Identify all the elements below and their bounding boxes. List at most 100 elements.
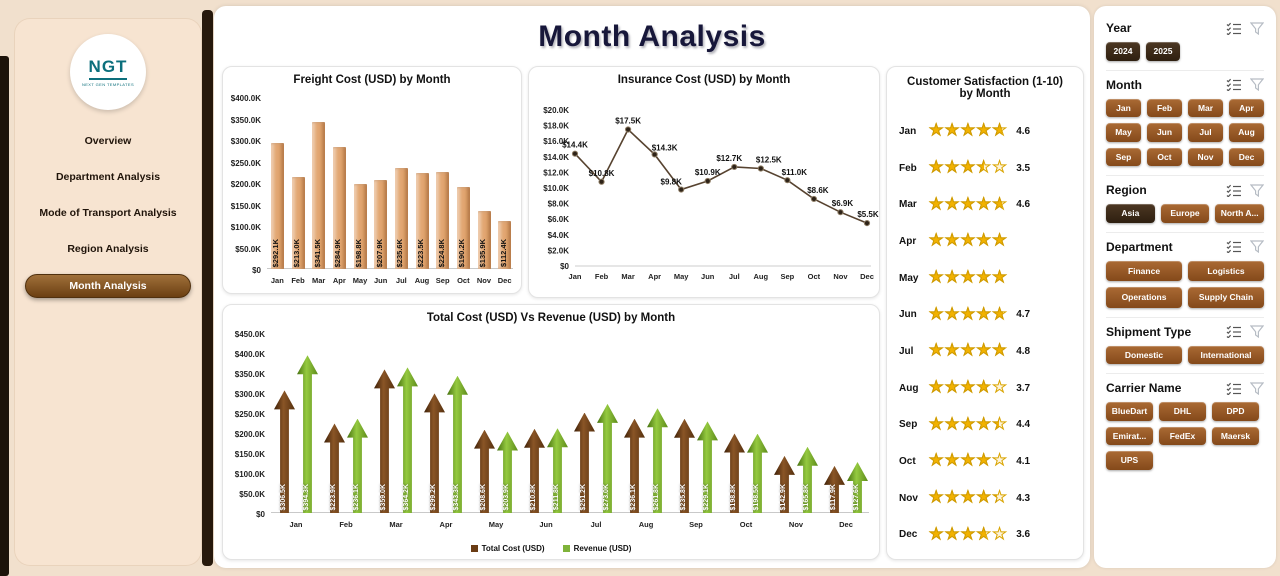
freight-bar-sep[interactable]: [436, 172, 450, 269]
filter-button-north-a[interactable]: North A...: [1215, 204, 1265, 223]
sidebar-item-mode-of-transport-analysis[interactable]: Mode of Transport Analysis: [39, 207, 177, 219]
filter-button-feb[interactable]: Feb: [1147, 98, 1182, 117]
filter-button-apr[interactable]: Apr: [1229, 98, 1264, 117]
filter-button-emirat[interactable]: Emirat...: [1106, 426, 1153, 445]
window-edge: [0, 56, 9, 576]
filter-button-2025[interactable]: 2025: [1146, 42, 1180, 61]
month-label: Nov: [899, 492, 918, 504]
checklist-icon[interactable]: [1226, 325, 1242, 338]
x-axis-label: Jun: [373, 275, 388, 285]
filter-funnel-icon[interactable]: [1250, 240, 1264, 253]
filter-button-finance[interactable]: Finance: [1106, 260, 1182, 281]
insurance-point-dec[interactable]: [863, 220, 871, 227]
freight-bar-jul[interactable]: [394, 167, 408, 269]
filter-button-dec[interactable]: Dec: [1229, 147, 1264, 166]
bar-value-label: $343.3K: [453, 483, 460, 510]
checklist-icon[interactable]: [1226, 382, 1242, 395]
insurance-point-jul[interactable]: [731, 163, 738, 171]
bar-value-label: $261.8K: [653, 483, 660, 510]
filter-funnel-icon[interactable]: [1250, 325, 1264, 338]
sidebar-nav: Overview Department Analysis Mode of Trans…: [14, 130, 202, 298]
insurance-point-mar[interactable]: [624, 126, 632, 133]
filter-button-europe[interactable]: Europe: [1160, 204, 1210, 223]
bar-value-label: $223.9K: [330, 483, 337, 510]
checklist-icon[interactable]: [1226, 240, 1242, 253]
x-axis-label: Nov: [788, 519, 804, 529]
filter-section-header: Month: [1106, 78, 1264, 92]
freight-bar-may[interactable]: [353, 183, 367, 269]
filter-button-2024[interactable]: 2024: [1106, 42, 1140, 61]
filter-button-domestic[interactable]: Domestic: [1106, 345, 1182, 364]
filter-funnel-icon[interactable]: [1250, 381, 1264, 395]
filter-button-jan[interactable]: Jan: [1106, 98, 1141, 117]
filter-button-supply-chain[interactable]: Supply Chain: [1188, 287, 1264, 308]
stars-empty: ★★★★★: [928, 122, 1009, 140]
filter-button-jun[interactable]: Jun: [1147, 123, 1182, 142]
freight-bar-jan[interactable]: [270, 143, 284, 269]
month-label: May: [899, 272, 919, 284]
rating-value: 3.7: [1016, 382, 1031, 394]
filter-button-nov[interactable]: Nov: [1188, 147, 1223, 166]
filter-button-maersk[interactable]: Maersk: [1212, 426, 1259, 445]
insurance-point-apr[interactable]: [651, 151, 658, 158]
rating-value: 4.1: [1016, 455, 1031, 467]
point-value-label: $8.6K: [807, 186, 829, 195]
filter-button-sep[interactable]: Sep: [1106, 147, 1141, 166]
filter-button-oct[interactable]: Oct: [1147, 147, 1182, 166]
x-axis-label: Mar: [311, 275, 326, 285]
freight-bar-feb[interactable]: [291, 177, 305, 269]
freight-bar-aug[interactable]: [415, 172, 429, 269]
filter-button-fedex[interactable]: FedEx: [1159, 426, 1206, 445]
freight-bar-oct[interactable]: [456, 187, 470, 269]
insurance-point-jun[interactable]: [704, 177, 711, 185]
filter-button-bluedart[interactable]: BlueDart: [1106, 402, 1153, 421]
sidebar-item-region-analysis[interactable]: Region Analysis: [67, 243, 149, 255]
freight-bar-jun[interactable]: [374, 179, 388, 269]
filter-button-dhl[interactable]: DHL: [1159, 402, 1206, 421]
freight-bar-dec[interactable]: [498, 220, 512, 269]
insurance-point-jan[interactable]: [571, 150, 579, 157]
point-value-label: $9.8K: [661, 178, 683, 187]
bar-value-label: $223.5K: [416, 238, 425, 267]
star-rating: ★★★★★★★★★★: [928, 122, 1009, 140]
bar-value-label: $112.4K: [498, 239, 508, 267]
bar-value-label: $292.1K: [271, 238, 281, 267]
filter-funnel-icon[interactable]: [1250, 78, 1264, 91]
stars-fill: ★★★★★: [929, 416, 999, 433]
sidebar-item-month-analysis[interactable]: Month Analysis: [25, 274, 191, 298]
filter-button-ups[interactable]: UPS: [1106, 451, 1153, 470]
star-rating: ★★★★★★★★★★: [928, 342, 1008, 359]
y-axis-label: $300.0K: [230, 137, 261, 146]
bar-value-label: $359.0K: [380, 483, 387, 510]
insurance-point-feb[interactable]: [598, 178, 605, 185]
sidebar-item-overview[interactable]: Overview: [84, 135, 132, 147]
checklist-icon[interactable]: [1226, 22, 1242, 35]
filter-button-dpd[interactable]: DPD: [1212, 402, 1259, 421]
filter-button-mar[interactable]: Mar: [1188, 98, 1223, 117]
month-label: Aug: [899, 382, 919, 394]
filter-button-logistics[interactable]: Logistics: [1188, 260, 1264, 281]
filter-button-jul[interactable]: Jul: [1188, 123, 1223, 142]
filter-section-shipment-type: Shipment Type Domestic International: [1106, 316, 1264, 374]
star-rating: ★★★★★★★★★★: [928, 306, 1008, 323]
checklist-icon[interactable]: [1226, 78, 1242, 91]
filter-button-asia[interactable]: Asia: [1106, 204, 1155, 223]
insurance-point-sep[interactable]: [784, 177, 791, 184]
filter-funnel-icon[interactable]: [1250, 21, 1264, 35]
filter-funnel-icon[interactable]: [1250, 183, 1264, 197]
freight-bar-mar[interactable]: [312, 122, 326, 269]
filter-button-international[interactable]: International: [1188, 345, 1264, 364]
insurance-point-aug[interactable]: [757, 165, 764, 172]
filter-button-may[interactable]: May: [1106, 123, 1141, 142]
y-axis-label: $100.0K: [230, 223, 261, 232]
checklist-icon[interactable]: [1226, 184, 1242, 197]
freight-bar-nov[interactable]: [477, 210, 491, 269]
sidebar-item-department-analysis[interactable]: Department Analysis: [55, 171, 161, 183]
insurance-point-oct[interactable]: [810, 195, 818, 203]
insurance-point-nov[interactable]: [837, 209, 844, 216]
freight-bar-apr[interactable]: [332, 146, 346, 269]
bar-value-label: $224.8K: [436, 238, 446, 267]
filter-button-operations[interactable]: Operations: [1106, 287, 1182, 308]
filter-button-aug[interactable]: Aug: [1229, 123, 1264, 142]
insurance-point-may[interactable]: [678, 186, 685, 193]
